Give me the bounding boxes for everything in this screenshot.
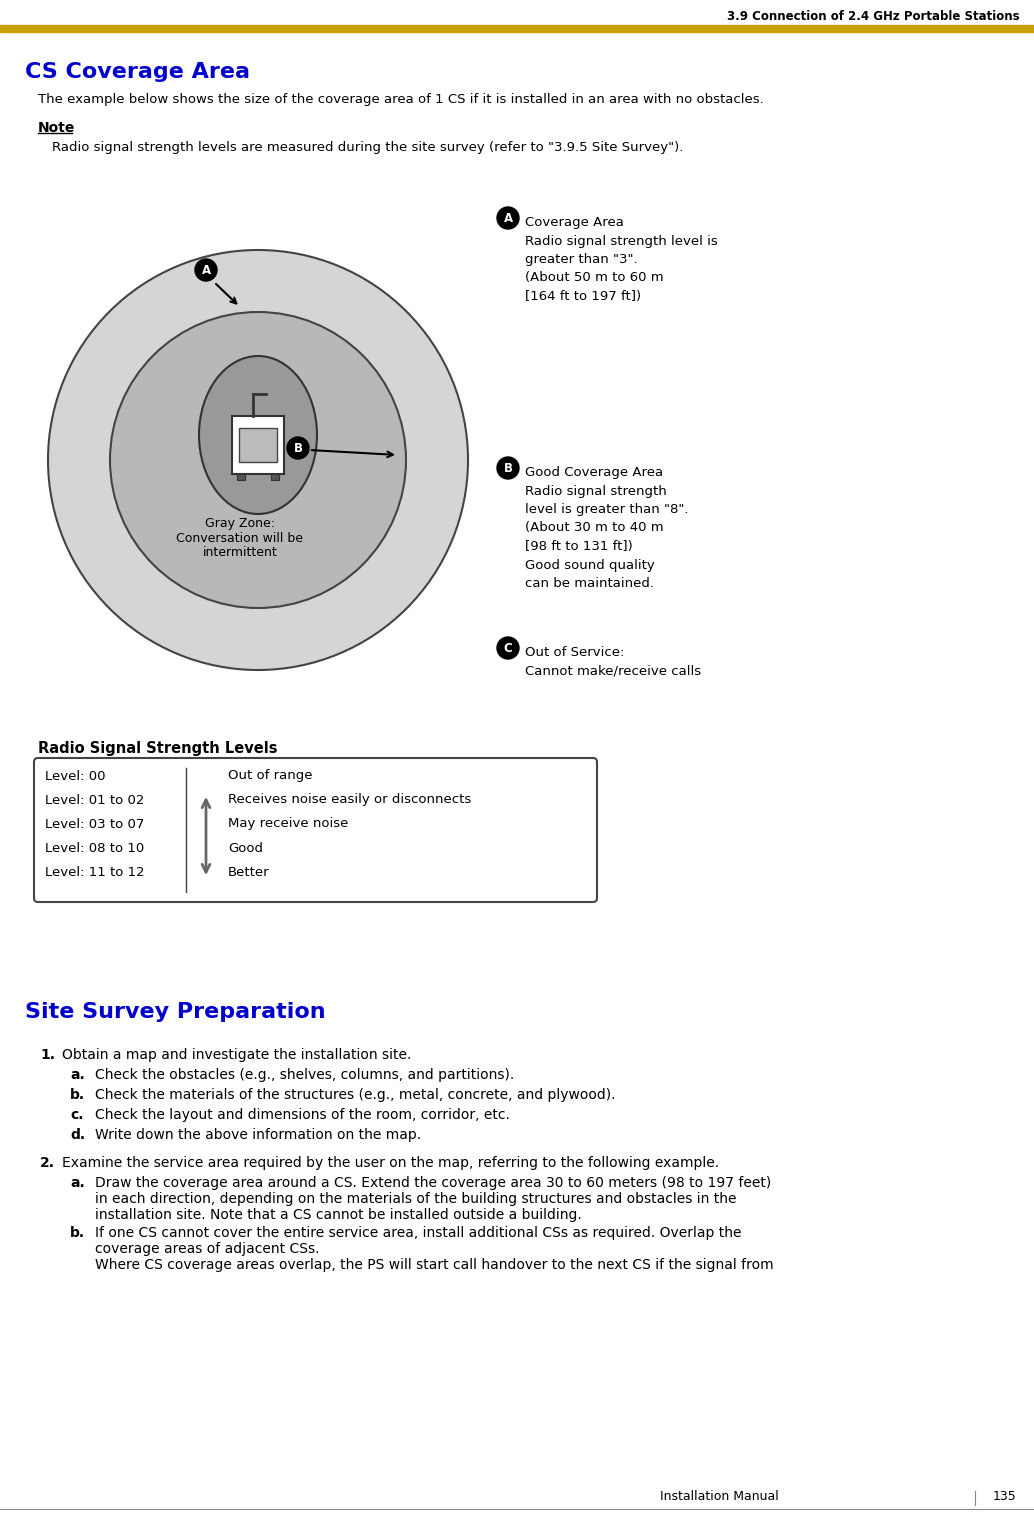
Text: d.: d. xyxy=(70,1129,85,1142)
Text: CS Coverage Area: CS Coverage Area xyxy=(25,62,250,82)
Text: b.: b. xyxy=(70,1226,85,1240)
Text: May receive noise: May receive noise xyxy=(229,817,348,831)
Text: B: B xyxy=(294,442,303,454)
Text: 1.: 1. xyxy=(40,1048,55,1062)
Text: 3.9 Connection of 2.4 GHz Portable Stations: 3.9 Connection of 2.4 GHz Portable Stati… xyxy=(727,9,1020,23)
Text: Level: 01 to 02: Level: 01 to 02 xyxy=(45,793,145,807)
Circle shape xyxy=(497,636,519,659)
Text: Write down the above information on the map.: Write down the above information on the … xyxy=(95,1129,421,1142)
Text: Check the obstacles (e.g., shelves, columns, and partitions).: Check the obstacles (e.g., shelves, colu… xyxy=(95,1068,514,1082)
Circle shape xyxy=(287,437,309,459)
Circle shape xyxy=(48,251,468,670)
Text: Installation Manual: Installation Manual xyxy=(660,1490,779,1504)
Text: A: A xyxy=(202,263,211,276)
Circle shape xyxy=(110,311,406,608)
Text: Site Survey Preparation: Site Survey Preparation xyxy=(25,1003,326,1022)
Text: A: A xyxy=(504,211,513,225)
Text: Good Coverage Area
Radio signal strength
level is greater than "8".
(About 30 m : Good Coverage Area Radio signal strength… xyxy=(525,466,689,589)
Text: Check the layout and dimensions of the room, corridor, etc.: Check the layout and dimensions of the r… xyxy=(95,1107,510,1123)
Text: 135: 135 xyxy=(993,1490,1016,1504)
Text: Level: 00: Level: 00 xyxy=(45,770,105,782)
Text: c.: c. xyxy=(70,1107,84,1123)
Text: Receives noise easily or disconnects: Receives noise easily or disconnects xyxy=(229,793,472,807)
Text: Good: Good xyxy=(229,842,263,855)
Text: Check the materials of the structures (e.g., metal, concrete, and plywood).: Check the materials of the structures (e… xyxy=(95,1088,615,1101)
Text: Radio signal strength levels are measured during the site survey (refer to "3.9.: Radio signal strength levels are measure… xyxy=(52,141,683,155)
Bar xyxy=(232,416,284,474)
Text: Note: Note xyxy=(38,122,75,135)
Circle shape xyxy=(195,260,217,281)
Text: Coverage Area
Radio signal strength level is
greater than "3".
(About 50 m to 60: Coverage Area Radio signal strength leve… xyxy=(525,216,718,302)
Bar xyxy=(239,428,277,462)
Bar xyxy=(237,474,245,480)
Text: The example below shows the size of the coverage area of 1 CS if it is installed: The example below shows the size of the … xyxy=(38,94,764,106)
Text: a.: a. xyxy=(70,1068,85,1082)
Text: If one CS cannot cover the entire service area, install additional CSs as requir: If one CS cannot cover the entire servic… xyxy=(95,1226,773,1273)
Text: Better: Better xyxy=(229,866,270,878)
Ellipse shape xyxy=(199,355,317,513)
Text: Out of range: Out of range xyxy=(229,770,312,782)
Text: b.: b. xyxy=(70,1088,85,1101)
Text: Out of Service:
Cannot make/receive calls: Out of Service: Cannot make/receive call… xyxy=(525,646,701,677)
Text: Obtain a map and investigate the installation site.: Obtain a map and investigate the install… xyxy=(62,1048,412,1062)
Bar xyxy=(271,474,279,480)
Text: 2.: 2. xyxy=(40,1156,55,1170)
Text: Draw the coverage area around a CS. Extend the coverage area 30 to 60 meters (98: Draw the coverage area around a CS. Exte… xyxy=(95,1176,771,1223)
Text: Level: 08 to 10: Level: 08 to 10 xyxy=(45,842,145,855)
Text: Level: 11 to 12: Level: 11 to 12 xyxy=(45,866,145,878)
FancyBboxPatch shape xyxy=(34,758,597,902)
Text: B: B xyxy=(504,462,513,474)
Bar xyxy=(0,24,1034,32)
Text: C: C xyxy=(504,641,513,655)
Circle shape xyxy=(497,207,519,229)
Text: Radio Signal Strength Levels: Radio Signal Strength Levels xyxy=(38,740,277,755)
Text: Level: 03 to 07: Level: 03 to 07 xyxy=(45,817,145,831)
Text: a.: a. xyxy=(70,1176,85,1189)
Text: Gray Zone:
Conversation will be
intermittent: Gray Zone: Conversation will be intermit… xyxy=(177,516,304,559)
Circle shape xyxy=(497,457,519,478)
Text: Examine the service area required by the user on the map, referring to the follo: Examine the service area required by the… xyxy=(62,1156,719,1170)
